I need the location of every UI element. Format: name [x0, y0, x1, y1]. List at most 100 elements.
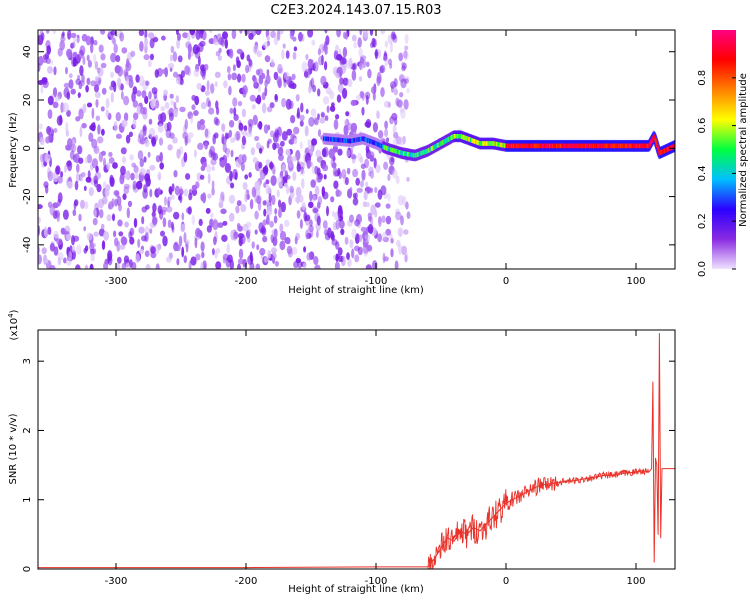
heatmap-cell [335, 72, 340, 79]
heatmap-cell [73, 201, 77, 210]
heatmap-cell [312, 206, 318, 214]
heatmap-cell [380, 185, 387, 196]
heatmap-cell [291, 73, 296, 81]
heatmap-cell [285, 238, 291, 245]
heatmap-cell [71, 235, 75, 246]
heatmap-cell [326, 205, 329, 217]
heatmap-cell [53, 230, 59, 239]
heatmap-cell [117, 66, 123, 77]
heatmap-cell [157, 123, 164, 133]
heatmap-cell [385, 215, 392, 225]
heatmap-cell [43, 181, 49, 189]
heatmap-cell [343, 120, 348, 126]
heatmap-cell [306, 159, 311, 169]
heatmap-cell [397, 195, 404, 206]
colorbar-tick-label: 0.2 [697, 213, 708, 229]
heatmap-cell [93, 231, 100, 237]
heatmap-cell [38, 204, 43, 210]
heatmap-cell [65, 130, 70, 137]
snr-plot-area [38, 330, 675, 569]
heatmap-cell [277, 146, 284, 156]
heatmap-cell [291, 82, 297, 90]
colorbar-gradient [712, 30, 736, 269]
heatmap-cell [295, 257, 301, 264]
heatmap-cell [402, 195, 407, 207]
heatmap-cell [251, 241, 255, 249]
heatmap-cell [385, 203, 391, 209]
heatmap-cell [354, 254, 360, 263]
heatmap-cell [173, 170, 178, 178]
heatmap-cell [183, 152, 188, 163]
heatmap-cell [72, 51, 78, 58]
heatmap-cell [63, 257, 67, 264]
heatmap-cell [177, 55, 183, 63]
heatmap-cell [252, 156, 258, 164]
heatmap-cell [169, 54, 173, 62]
heatmap-cell [379, 64, 386, 74]
heatmap-cell [130, 50, 136, 58]
heatmap-cell [65, 257, 72, 266]
heatmap-cell [193, 68, 200, 77]
heatmap-cell [281, 49, 285, 60]
heatmap-cell [198, 55, 201, 67]
heatmap-cell [230, 182, 235, 189]
heatmap-cell [188, 132, 194, 139]
heatmap-cell [369, 151, 375, 160]
heatmap-cell [234, 172, 238, 181]
x-tick-label: -200 [235, 576, 258, 587]
heatmap-cell [128, 131, 133, 138]
heatmap-cell [392, 124, 397, 134]
heatmap-cell [390, 157, 395, 163]
heatmap-cell [94, 61, 99, 70]
heatmap-cell [89, 124, 95, 131]
heatmap-cell [231, 72, 238, 81]
heatmap-cell [303, 71, 309, 78]
heatmap-cell [88, 187, 94, 197]
heatmap-cell [263, 182, 267, 188]
heatmap-cell [92, 217, 98, 226]
heatmap-cell [113, 230, 117, 238]
heatmap-cell [148, 59, 152, 68]
heatmap-cell [108, 30, 112, 38]
heatmap-cell [194, 149, 197, 158]
heatmap-cell [220, 208, 227, 215]
heatmap-cell [169, 187, 173, 196]
heatmap-cell [266, 69, 270, 76]
heatmap-cell [75, 264, 81, 269]
heatmap-cell [226, 243, 230, 254]
heatmap-cell [248, 172, 252, 178]
heatmap-cell [305, 108, 309, 114]
heatmap-cell [183, 255, 187, 264]
heatmap-cell [262, 102, 267, 114]
heatmap-cell [302, 262, 307, 269]
heatmap-cell [200, 165, 206, 172]
heatmap-cell [187, 51, 191, 60]
heatmap-cell [100, 62, 107, 69]
heatmap-cell [351, 69, 357, 81]
heatmap-cell [125, 62, 132, 72]
heatmap-cell [292, 155, 297, 162]
heatmap-cell [157, 171, 162, 180]
heatmap-cell [78, 213, 82, 222]
heatmap-cell [206, 80, 210, 91]
heatmap-cell [56, 212, 60, 223]
heatmap-cell [195, 181, 200, 189]
heatmap-cell [290, 115, 296, 124]
heatmap-cell [186, 239, 190, 246]
heatmap-cell [93, 39, 98, 46]
heatmap-cell [298, 31, 303, 42]
heatmap-cell [263, 208, 267, 217]
heatmap-cell [215, 100, 219, 110]
heatmap-cell [237, 100, 243, 107]
heatmap-cell [351, 248, 355, 259]
heatmap-cell [367, 223, 374, 234]
heatmap-cell [148, 91, 152, 100]
heatmap-cell [309, 190, 313, 202]
heatmap-cell [405, 201, 409, 210]
heatmap-cell [284, 170, 289, 182]
x-tick-label: -100 [365, 276, 388, 287]
heatmap-cell [222, 220, 228, 226]
heatmap-cell [361, 169, 366, 181]
heatmap-cell [172, 51, 178, 62]
heatmap-cell [61, 228, 67, 235]
